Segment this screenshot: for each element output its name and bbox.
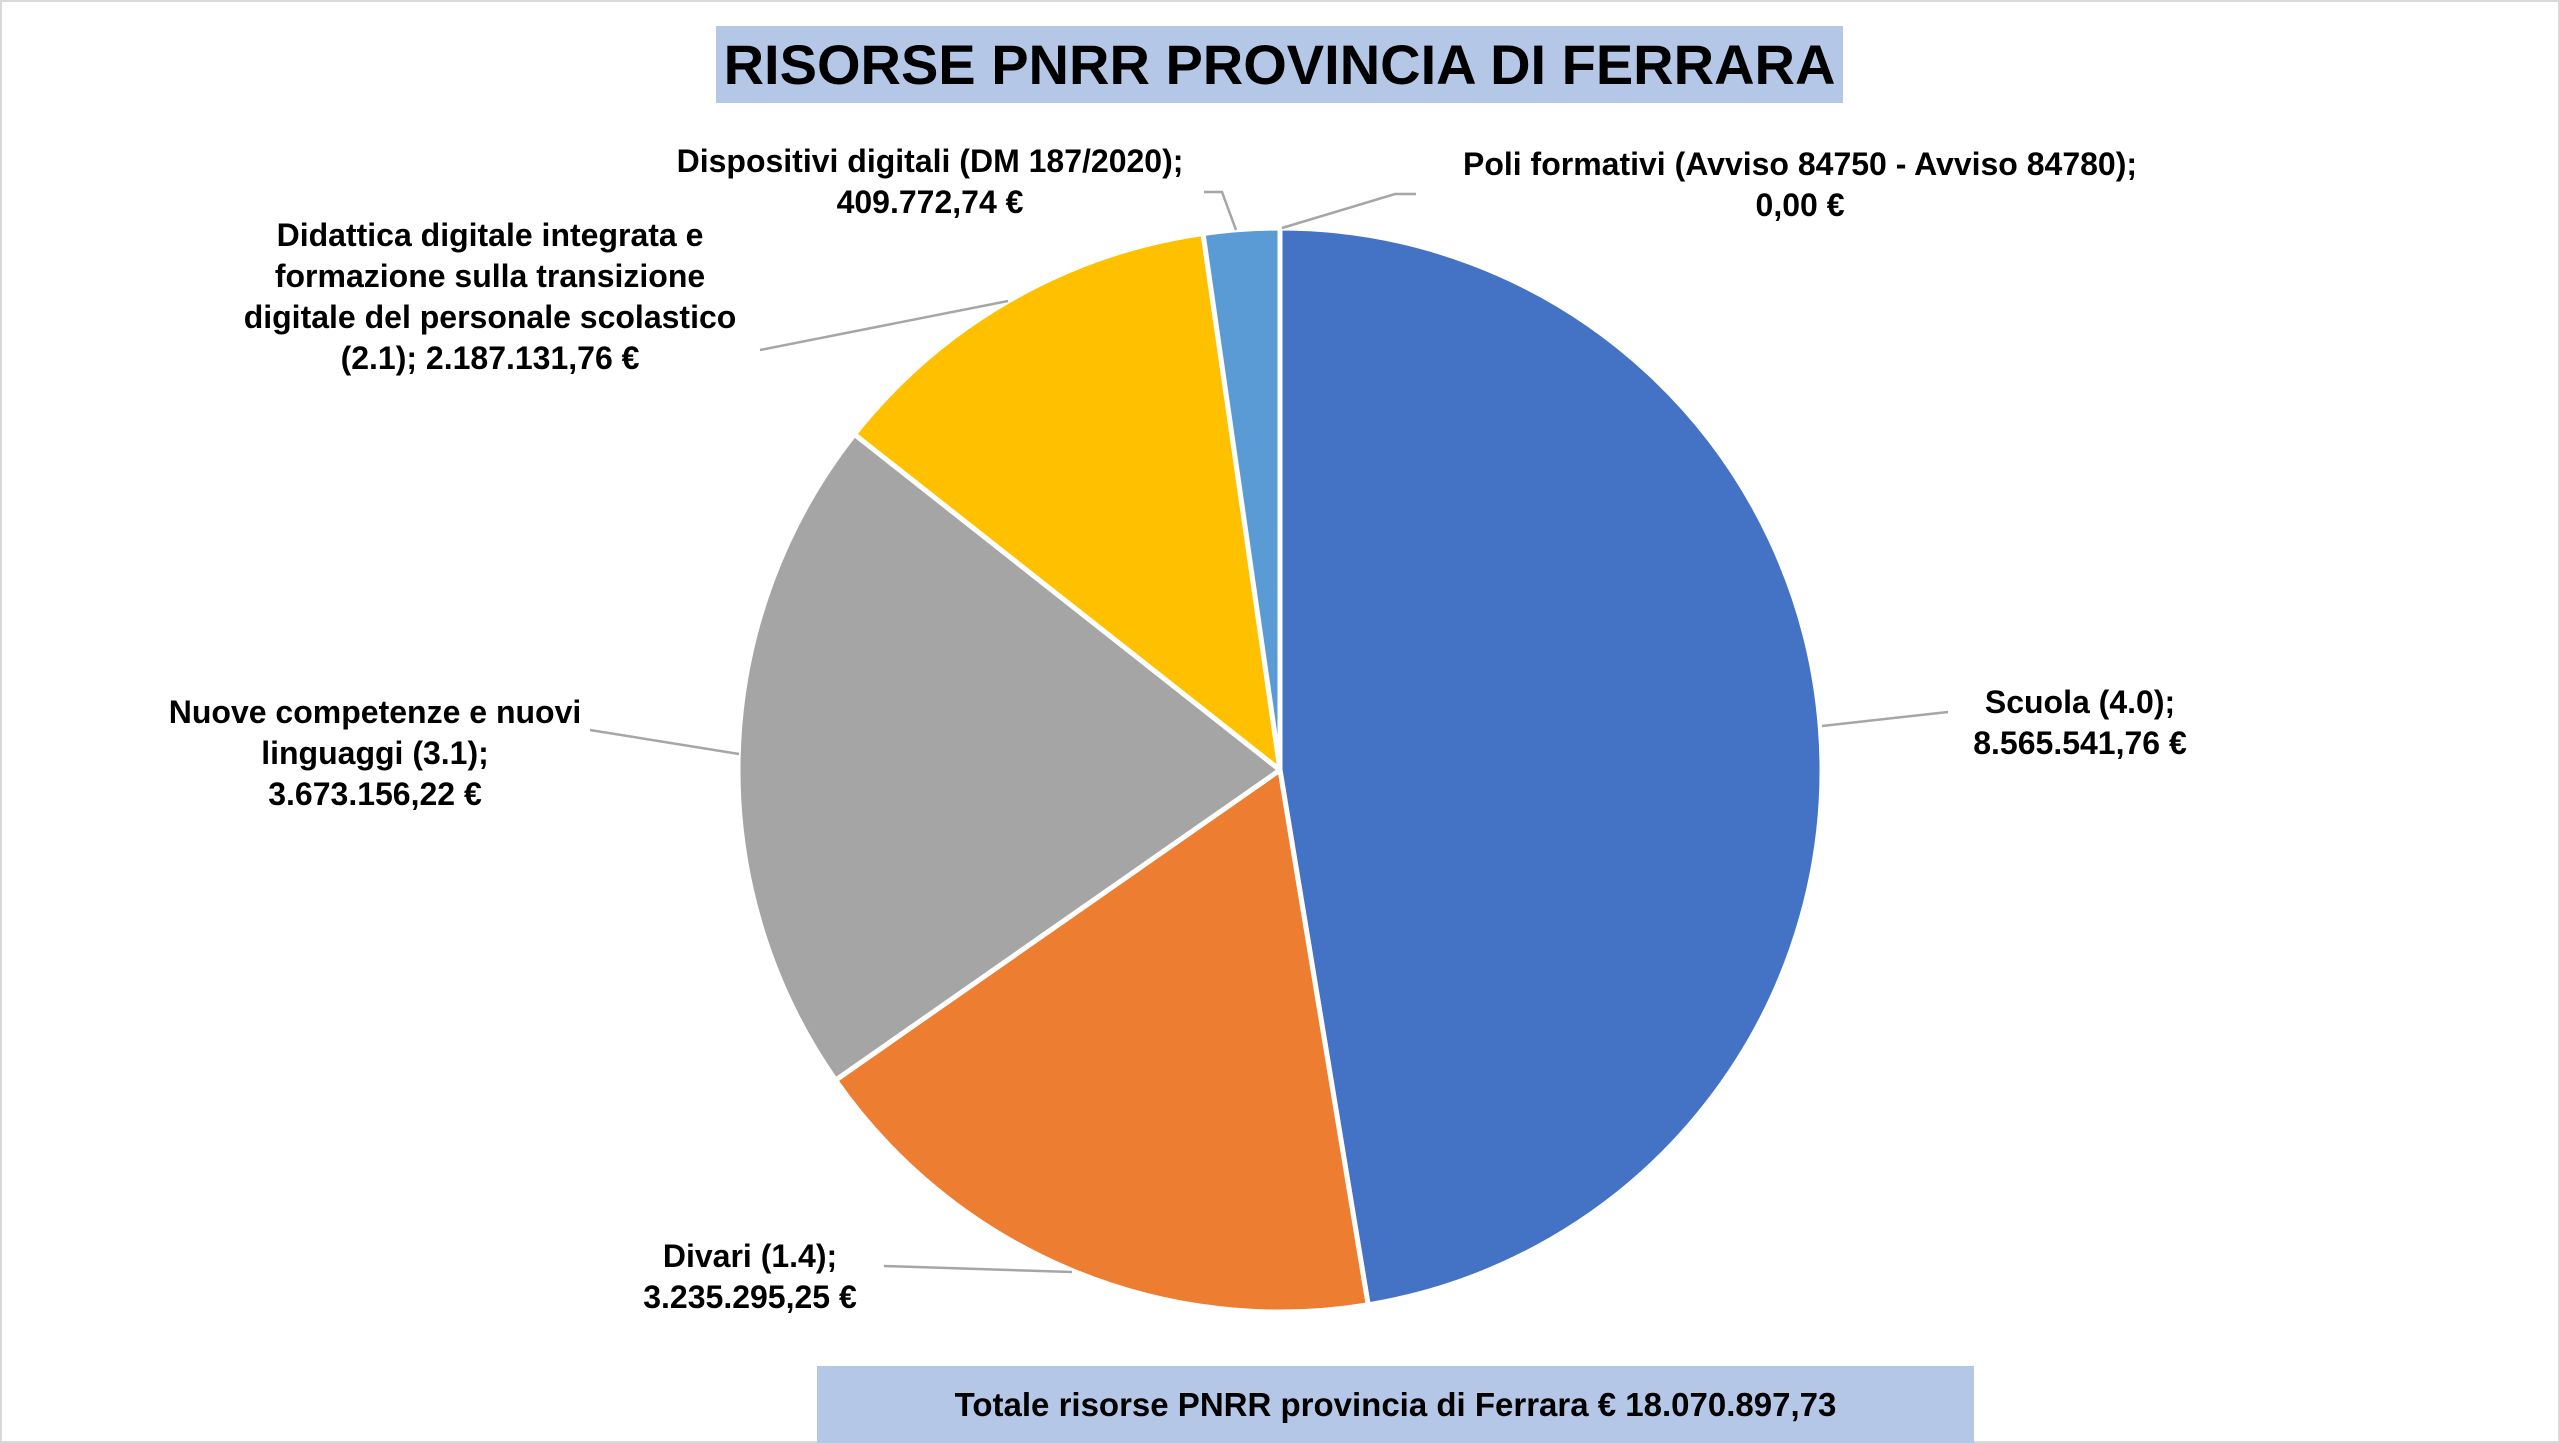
data-label-poli: Poli formativi (Avviso 84750 - Avviso 84… (1462, 146, 2138, 223)
chart-title: RISORSE PNRR PROVINCIA DI FERRARA (716, 26, 1843, 103)
data-label-scuola: Scuola (4.0); 8.565.541,76 € (1973, 684, 2187, 761)
leader-line-scuola (1821, 710, 1949, 728)
pie-slice-scuola (1277, 225, 1825, 1308)
total-resources-footer: Totale risorse PNRR provincia di Ferrara… (817, 1366, 1974, 1443)
leader-line-didattica (759, 299, 1009, 352)
leader-line-poli (1281, 192, 1416, 230)
leader-line-divari (883, 1264, 1073, 1274)
data-label-dispositivi: Dispositivi digitali (DM 187/2020); 409.… (676, 143, 1184, 220)
pie-slice-didattica (851, 230, 1283, 773)
data-label-didattica: Didattica digitale integrata e formazion… (243, 217, 737, 376)
leader-line-nuove (589, 728, 740, 756)
data-label-nuove: Nuove competenze e nuovi linguaggi (3.1)… (168, 694, 582, 812)
data-label-divari: Divari (1.4); 3.235.295,25 € (643, 1238, 857, 1315)
leader-line-dispositivi (1204, 190, 1238, 231)
pie-slice-dispositivi (1200, 225, 1283, 773)
pie-slice-divari (833, 767, 1371, 1315)
